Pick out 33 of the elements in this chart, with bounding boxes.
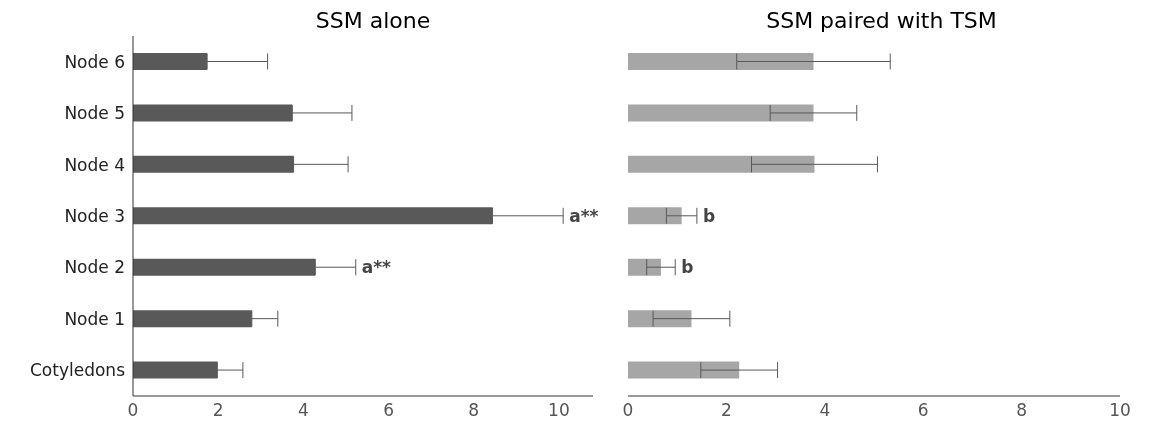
annotation: b — [702, 206, 716, 227]
y-tick-label: Node 3 — [64, 206, 125, 227]
x-tick-label: 8 — [468, 400, 480, 421]
annotation: a** — [361, 257, 392, 278]
bar — [628, 104, 814, 122]
bar — [628, 155, 815, 173]
bar — [628, 53, 814, 70]
x-tick-label: 4 — [819, 400, 831, 421]
x-tick-label: 10 — [548, 400, 570, 421]
annotation: a** — [569, 206, 599, 227]
bar — [133, 53, 208, 70]
y-tick-label: Node 2 — [64, 257, 125, 278]
bar — [628, 207, 682, 225]
bar — [628, 361, 740, 379]
x-tick-label: 4 — [297, 400, 309, 421]
x-tick-label: 6 — [917, 400, 929, 421]
bar — [628, 258, 661, 276]
y-tick-label: Cotyledons — [29, 360, 126, 381]
y-tick-label: Node 5 — [64, 103, 125, 124]
x-tick-label: 0 — [127, 400, 139, 421]
y-tick-label: Node 4 — [64, 154, 125, 175]
bar — [628, 310, 692, 328]
y-tick-label: Node 1 — [64, 308, 125, 329]
x-tick-label: 10 — [1109, 400, 1131, 421]
x-tick-label: 8 — [1016, 400, 1028, 421]
x-tick-label: 2 — [720, 400, 732, 421]
chart-title: SSM alone — [314, 8, 432, 35]
chart-title: SSM paired with TSM — [765, 8, 998, 35]
x-tick-label: 2 — [212, 400, 224, 421]
x-tick-label: 0 — [622, 400, 634, 421]
x-tick-label: 6 — [383, 400, 394, 421]
annotation: b — [681, 257, 694, 278]
y-tick-label: Node 6 — [64, 51, 125, 72]
